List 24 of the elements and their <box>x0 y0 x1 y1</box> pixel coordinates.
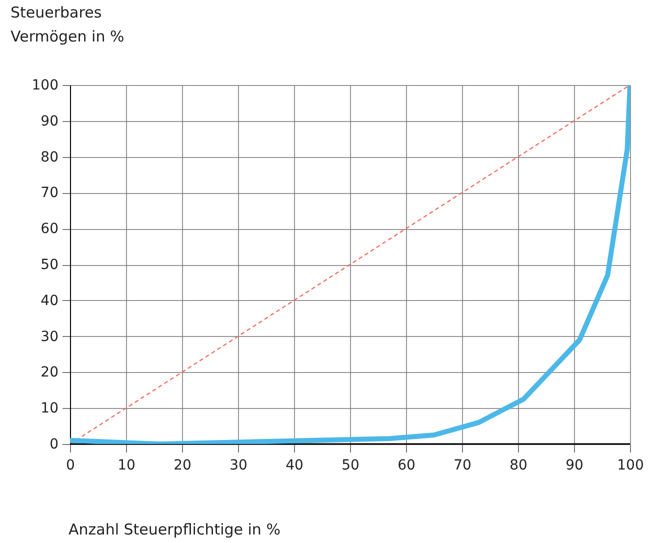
x-tick-label: 70 <box>454 458 472 474</box>
x-tick-label: 90 <box>566 458 584 474</box>
x-tick-label: 60 <box>398 458 416 474</box>
x-tick-label: 20 <box>174 458 192 474</box>
x-tick-label: 10 <box>118 458 136 474</box>
y-tick-label: 10 <box>40 400 58 417</box>
y-tick-label: 0 <box>50 436 58 452</box>
x-tick-label: 100 <box>617 458 644 474</box>
y-tick-label: 20 <box>40 364 58 381</box>
x-tick-label: 80 <box>510 458 528 474</box>
y-tick-label: 60 <box>40 221 58 238</box>
y-tick-label: 50 <box>40 257 58 273</box>
y-axis-title: Steuerbares Vermögen in % <box>10 4 124 46</box>
y-tick-label: 90 <box>40 113 58 130</box>
x-tick-label: 40 <box>286 458 304 474</box>
x-axis-title: Anzahl Steuerpflichtige in % <box>68 520 280 538</box>
y-tick-label: 40 <box>40 292 58 309</box>
x-tick-label: 30 <box>230 458 248 474</box>
y-tick-label: 80 <box>40 149 58 166</box>
x-tick-label: 50 <box>342 458 360 474</box>
x-tick-label: 0 <box>66 458 75 474</box>
y-tick-label: 30 <box>40 328 58 345</box>
y-tick-label: 100 <box>32 78 58 94</box>
y-tick-label: 70 <box>40 185 58 202</box>
